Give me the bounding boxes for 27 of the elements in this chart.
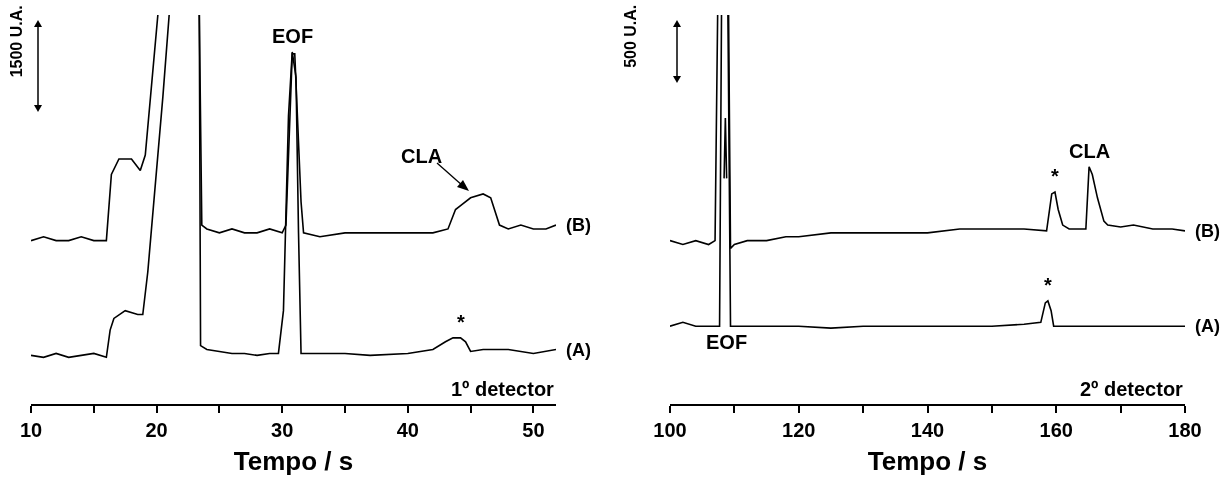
x-tick-label: 120 [782, 419, 816, 441]
annotation: CLA [1069, 140, 1111, 162]
x-tick-label: 180 [1168, 419, 1202, 441]
x-tick-label: 20 [145, 419, 168, 441]
series-label: (B) [1195, 221, 1220, 241]
x-tick-label: 30 [271, 419, 294, 441]
x-tick-label: 160 [1039, 419, 1073, 441]
annotation: * [1051, 165, 1059, 187]
annotation: CLA [401, 145, 443, 167]
text: 1500 U.A. [7, 5, 25, 78]
x-axis-title: Tempo / s [867, 446, 988, 477]
series-label: (B) [566, 215, 591, 235]
annotation: EOF [272, 25, 314, 47]
x-tick-label: 10 [19, 419, 43, 441]
annotation: EOF [706, 331, 748, 353]
annotation: 2º detector [1080, 378, 1184, 400]
series-label: (A) [1195, 316, 1220, 336]
annotation: * [1044, 274, 1052, 296]
x-tick-label: 100 [653, 419, 687, 441]
x-axis-title: Tempo / s [233, 446, 354, 477]
x-tick-label: 40 [396, 419, 419, 441]
annotation: 1º detector [451, 378, 555, 400]
annotation: * [457, 311, 465, 333]
x-tick-label: 50 [522, 419, 545, 441]
x-tick-label: 140 [910, 419, 945, 441]
series-label: (A) [566, 340, 591, 360]
text: 500 U.A. [622, 4, 640, 68]
